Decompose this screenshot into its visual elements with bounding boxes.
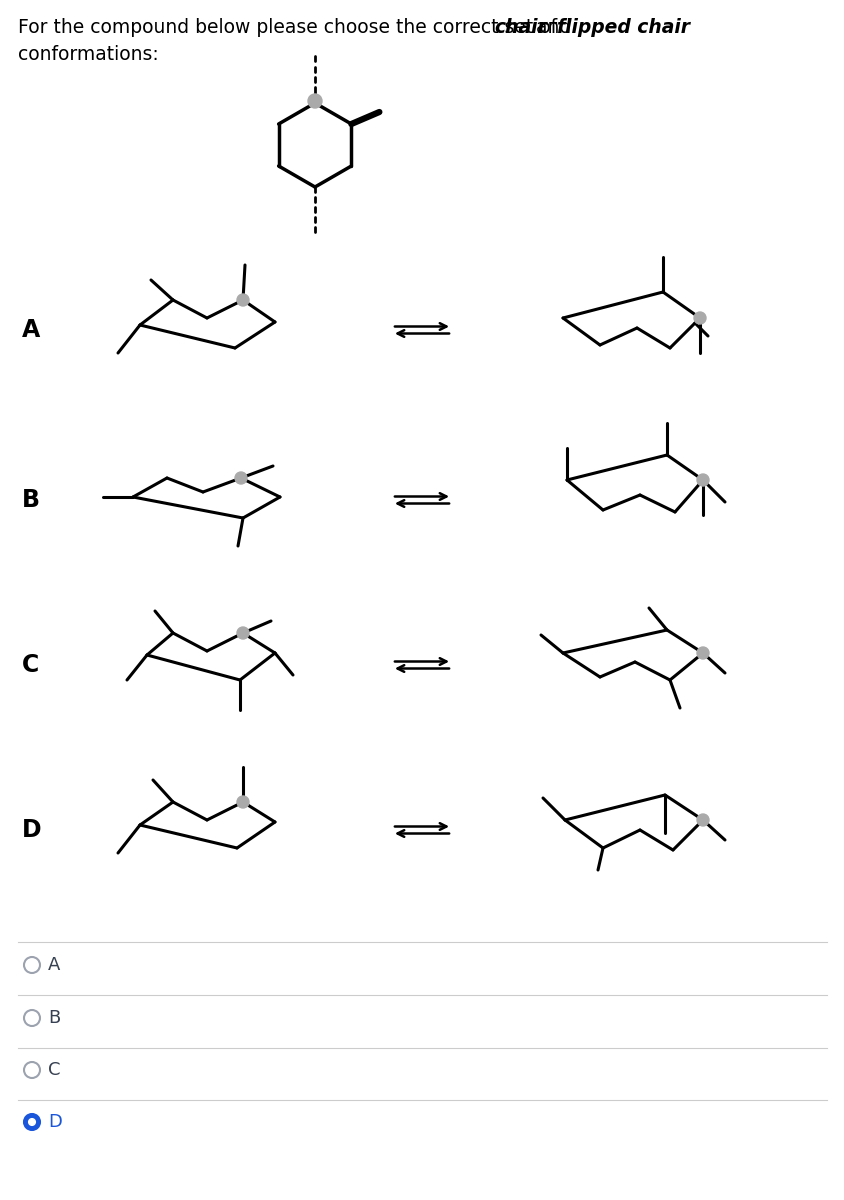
Circle shape <box>24 1010 40 1026</box>
Circle shape <box>236 796 249 808</box>
Circle shape <box>29 1118 35 1126</box>
Circle shape <box>24 958 40 973</box>
Text: B: B <box>48 1009 60 1027</box>
Text: chair: chair <box>494 18 546 37</box>
Circle shape <box>693 312 706 324</box>
Circle shape <box>307 94 322 108</box>
Circle shape <box>236 626 249 638</box>
Text: C: C <box>48 1061 61 1079</box>
Circle shape <box>24 1062 40 1078</box>
Text: D: D <box>22 818 41 842</box>
Text: A: A <box>48 956 60 974</box>
Text: flipped chair: flipped chair <box>556 18 690 37</box>
Circle shape <box>235 472 246 484</box>
Circle shape <box>696 474 708 486</box>
Circle shape <box>696 647 708 659</box>
Text: B: B <box>22 488 40 512</box>
Text: D: D <box>48 1114 62 1130</box>
Text: A: A <box>22 318 41 342</box>
Text: and: and <box>529 18 576 37</box>
Text: For the compound below please choose the correct set of: For the compound below please choose the… <box>18 18 562 37</box>
Text: conformations:: conformations: <box>18 44 159 64</box>
Text: C: C <box>22 653 39 677</box>
Circle shape <box>236 294 249 306</box>
Circle shape <box>24 1114 40 1130</box>
Circle shape <box>696 814 708 826</box>
